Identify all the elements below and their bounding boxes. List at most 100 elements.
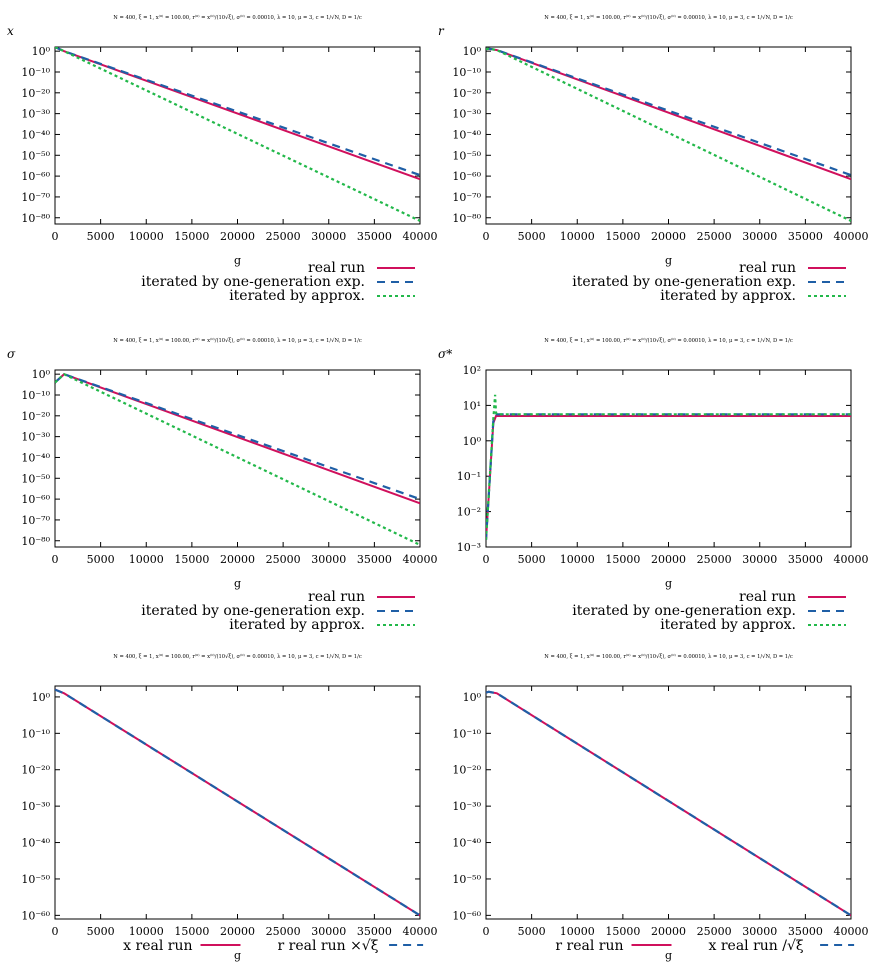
x-tick-label: 30000 xyxy=(742,925,777,938)
series-line-iterated-by-approx- xyxy=(486,394,851,540)
y-tick-label: 10⁻⁴⁰ xyxy=(21,837,50,850)
y-tick-label: 10⁻⁵⁰ xyxy=(452,873,481,886)
y-tick-label: 10⁰ xyxy=(463,435,482,448)
x-tick-label: 10000 xyxy=(560,553,595,566)
y-tick-label: 10⁰ xyxy=(463,45,482,58)
series-line-x-real-run- xyxy=(486,690,851,917)
y-tick-label: 10⁻⁵⁰ xyxy=(21,873,50,886)
x-tick-label: 25000 xyxy=(266,230,301,243)
x-tick-label: 5000 xyxy=(518,230,546,243)
x-tick-label: 35000 xyxy=(788,553,823,566)
x-tick-label: 5000 xyxy=(87,925,115,938)
x-tick-label: 5000 xyxy=(87,553,115,566)
y-axis-label: x xyxy=(7,24,14,38)
y-axis-label: σ xyxy=(7,347,16,361)
y-tick-label: 10⁻⁸⁰ xyxy=(21,535,50,548)
legend-label: r real run ×√ξ xyxy=(278,938,379,954)
y-tick-label: 10⁻¹⁰ xyxy=(21,727,50,740)
x-tick-label: 35000 xyxy=(788,230,823,243)
x-axis-label: g xyxy=(234,949,241,962)
x-tick-label: 30000 xyxy=(311,230,346,243)
y-tick-label: 10⁻⁸⁰ xyxy=(21,212,50,225)
x-tick-label: 5000 xyxy=(518,925,546,938)
x-tick-label: 25000 xyxy=(266,553,301,566)
y-tick-label: 10⁻²⁰ xyxy=(21,410,50,423)
y-tick-label: 10⁻³⁰ xyxy=(21,800,50,813)
y-tick-label: 10⁻⁶⁰ xyxy=(452,909,481,922)
x-tick-label: 20000 xyxy=(651,925,686,938)
legend-label: x real run /√ξ xyxy=(709,938,804,954)
legend-label: real run xyxy=(308,260,365,276)
x-tick-label: 10000 xyxy=(560,925,595,938)
y-tick-label: 10⁻¹⁰ xyxy=(21,389,50,402)
x-tick-label: 10000 xyxy=(560,230,595,243)
y-axis-label: r xyxy=(438,24,445,38)
series-line-real-run xyxy=(486,415,851,540)
y-tick-label: 10⁻⁷⁰ xyxy=(21,191,50,204)
x-tick-label: 10000 xyxy=(129,925,164,938)
x-tick-label: 20000 xyxy=(220,925,255,938)
x-tick-label: 20000 xyxy=(220,230,255,243)
x-tick-label: 15000 xyxy=(174,553,209,566)
legend-label: iterated by approx. xyxy=(229,288,365,304)
x-axis-label: g xyxy=(665,577,672,590)
y-tick-label: 10⁻⁶⁰ xyxy=(21,909,50,922)
y-tick-label: 10⁻²⁰ xyxy=(21,87,50,100)
y-tick-label: 10⁻¹⁰ xyxy=(21,66,50,79)
x-axis-label: g xyxy=(234,254,241,267)
x-tick-label: 0 xyxy=(483,230,490,243)
y-tick-label: 10⁻⁶⁰ xyxy=(452,170,481,183)
y-tick-label: 10⁻³⁰ xyxy=(21,108,50,121)
y-tick-label: 10⁻¹⁰ xyxy=(452,727,481,740)
x-tick-label: 0 xyxy=(483,925,490,938)
x-tick-label: 30000 xyxy=(742,230,777,243)
plot-title: N = 400, ξ = 1, x⁽⁰⁾ = 100.00, r⁽⁰⁾ = x⁽… xyxy=(544,14,793,21)
x-tick-label: 0 xyxy=(52,925,59,938)
y-tick-label: 10⁻⁴⁰ xyxy=(452,128,481,141)
x-axis-label: g xyxy=(234,577,241,590)
x-tick-label: 20000 xyxy=(651,553,686,566)
y-tick-label: 10⁻⁷⁰ xyxy=(452,191,481,204)
plot-frame xyxy=(485,46,852,225)
x-tick-label: 0 xyxy=(52,230,59,243)
plot-title: N = 400, ξ = 1, x⁽⁰⁾ = 100.00, r⁽⁰⁾ = x⁽… xyxy=(113,337,362,344)
x-tick-label: 35000 xyxy=(357,230,392,243)
y-tick-label: 10⁻¹⁰ xyxy=(452,66,481,79)
x-tick-label: 25000 xyxy=(697,925,732,938)
y-tick-label: 10⁰ xyxy=(32,368,51,381)
legend-label: real run xyxy=(308,589,365,605)
plot-6: N = 400, ξ = 1, x⁽⁰⁾ = 100.00, r⁽⁰⁾ = x⁽… xyxy=(452,653,868,962)
legend-label: iterated by approx. xyxy=(229,617,365,633)
y-tick-label: 10⁻²⁰ xyxy=(452,764,481,777)
x-tick-label: 40000 xyxy=(403,925,438,938)
y-tick-label: 10⁰ xyxy=(32,691,51,704)
x-tick-label: 30000 xyxy=(742,553,777,566)
plot-title: N = 400, ξ = 1, x⁽⁰⁾ = 100.00, r⁽⁰⁾ = x⁽… xyxy=(544,337,793,344)
y-tick-label: 10⁻³⁰ xyxy=(452,108,481,121)
x-tick-label: 15000 xyxy=(605,925,640,938)
series-line-iterated-by-one-generation-exp- xyxy=(486,413,851,540)
legend: r real run x real run /√ξ xyxy=(555,938,855,954)
y-tick-label: 10² xyxy=(463,364,481,377)
y-tick-label: 10⁻⁶⁰ xyxy=(21,493,50,506)
legend-label: real run xyxy=(739,589,796,605)
x-tick-label: 15000 xyxy=(174,230,209,243)
legend-label: x real run xyxy=(123,938,192,954)
series-line-iterated-by-one-generation-exp- xyxy=(55,47,420,177)
y-tick-label: 10⁰ xyxy=(463,691,482,704)
plot-title: N = 400, ξ = 1, x⁽⁰⁾ = 100.00, r⁽⁰⁾ = x⁽… xyxy=(113,653,362,660)
series-line-real-run xyxy=(55,373,420,505)
y-tick-label: 10⁻² xyxy=(457,506,481,519)
y-tick-label: 10⁻³⁰ xyxy=(21,431,50,444)
x-tick-label: 0 xyxy=(52,553,59,566)
x-tick-label: 20000 xyxy=(220,553,255,566)
x-tick-label: 30000 xyxy=(311,553,346,566)
y-tick-label: 10⁻⁵⁰ xyxy=(452,149,481,162)
y-tick-label: 10⁻⁴⁰ xyxy=(21,128,50,141)
y-tick-label: 10⁻⁶⁰ xyxy=(21,170,50,183)
